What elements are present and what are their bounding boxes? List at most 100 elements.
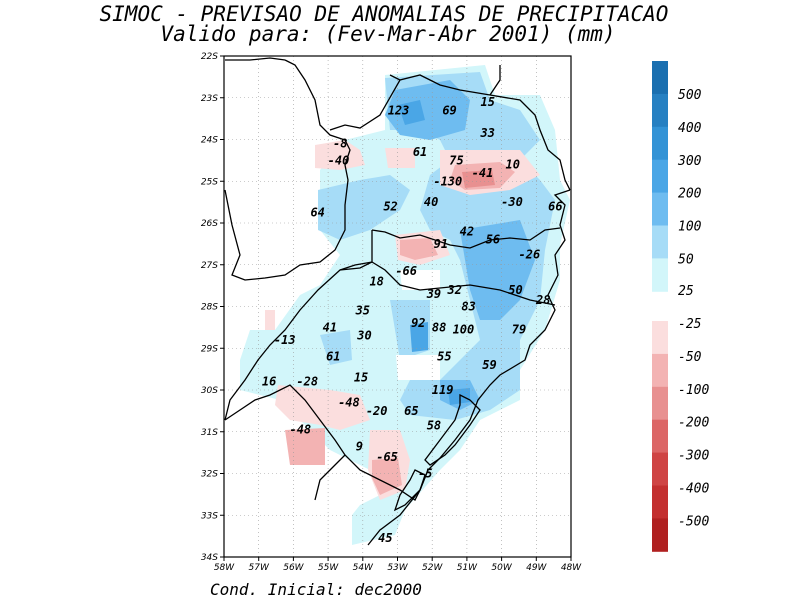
anomaly-value-label: 39 — [426, 287, 441, 301]
border-paraguay — [224, 59, 351, 281]
anomaly-value-label: 88 — [432, 320, 446, 334]
anomaly-value-label: -65 — [376, 450, 398, 464]
shade-negative-25e — [275, 385, 370, 430]
lat-tick-label: 28S — [201, 303, 218, 313]
lat-tick-label: 23S — [201, 94, 218, 104]
colorbar-positive-label: 500 — [678, 88, 702, 103]
colorbar-negative-swatch — [652, 386, 668, 421]
border-sp-mg — [389, 65, 501, 96]
anomaly-value-label: -26 — [519, 247, 541, 261]
anomaly-shading — [240, 65, 570, 545]
anomaly-value-label: 33 — [479, 126, 494, 140]
anomaly-value-label: 40 — [424, 195, 438, 209]
longitude-ticks: 58W 57W 56W 55W 54W 53W 52W 51W 50W 49W 48W — [214, 557, 582, 573]
colorbar-positive-label: 25 — [678, 284, 694, 299]
border-argentina — [224, 230, 373, 421]
anomaly-value-label: 45 — [378, 531, 392, 545]
anomaly-value-label: -66 — [395, 264, 417, 278]
anomaly-value-label: -40 — [328, 153, 350, 167]
anomaly-value-label: 42 — [460, 224, 474, 238]
shade-negative-25b — [385, 148, 415, 168]
anomaly-value-label: 50 — [508, 283, 522, 297]
shade-negative-25a — [315, 140, 365, 170]
colorbar-negative-label: -50 — [678, 350, 702, 365]
colorbar-positive-label: 50 — [678, 253, 694, 268]
anomaly-value-label: 10 — [505, 158, 519, 172]
anomaly-value-label: 15 — [480, 95, 494, 109]
latitude-ticks: 22S 23S 24S 25S 26S 27S 28S 29S 30S 31S 32S 33S 34S — [201, 52, 224, 563]
colorbar-positive-label: 300 — [677, 154, 702, 169]
political-boundaries — [224, 57, 571, 546]
lat-tick-label: 27S — [201, 261, 218, 271]
shade-positive-100 — [385, 80, 470, 140]
colorbar-positive-swatch — [652, 159, 668, 194]
anomaly-value-label: 119 — [432, 383, 454, 397]
anomaly-value-label: 75 — [449, 153, 463, 167]
anomaly-value-label: 15 — [354, 370, 368, 384]
colorbar-positive-swatch — [652, 61, 668, 95]
colorbar-negative-swatch — [652, 419, 668, 454]
anomaly-value-label: 69 — [442, 103, 456, 117]
anomaly-value-label: 100 — [453, 322, 475, 336]
colorbar-positive-swatch — [652, 225, 668, 259]
shade-negative-50d — [372, 458, 402, 495]
anomaly-value-label: 61 — [413, 145, 427, 159]
anomaly-value-label: 18 — [369, 274, 383, 288]
anomaly-value-label: -30 — [501, 195, 523, 209]
value-labels: 123 69 15 33 -8 -40 61 75 10 -41 -130 40 52 64 -30 66 42… — [262, 95, 563, 545]
lon-tick-label: 51W — [457, 563, 478, 573]
anomaly-value-label: 66 — [548, 199, 562, 213]
anomaly-value-label: -13 — [274, 333, 296, 347]
anomaly-value-label: -28 — [296, 375, 318, 389]
title-line-2: Valido para: (Fev-Mar-Abr 2001) (mm) — [160, 22, 616, 46]
shade-negative-50c — [285, 428, 325, 465]
shade-positive-200 — [398, 100, 425, 125]
anomaly-value-label: 59 — [482, 358, 496, 372]
shade-negative-100a — [462, 170, 495, 188]
anomaly-value-label: -5 — [418, 467, 432, 481]
colorbar-negative-label: -25 — [678, 317, 702, 332]
colorbar-negative-swatch — [652, 485, 668, 519]
title-line-1: SIMOC - PREVISAO DE ANOMALIAS DE PRECIPI… — [99, 2, 669, 26]
river-uruguay — [314, 454, 346, 501]
lat-tick-label: 26S — [201, 219, 218, 229]
shade-negative-50b — [400, 238, 438, 260]
state-border-sc-rs — [339, 261, 556, 306]
colorbar-negative-label: -400 — [678, 482, 709, 497]
lat-tick-label: 24S — [201, 136, 218, 146]
lon-tick-label: 49W — [526, 563, 547, 573]
anomaly-value-label: 30 — [356, 329, 371, 343]
lon-tick-label: 54W — [353, 563, 374, 573]
lat-tick-label: 30S — [201, 386, 218, 396]
anomaly-value-label: 56 — [486, 233, 500, 247]
anomaly-value-label: -8 — [333, 137, 347, 151]
anomaly-value-label: 55 — [437, 350, 451, 364]
colorbar: 500 400 300 200 100 50 25 -25 -50 -100 -200 -300 -40… — [652, 61, 709, 552]
colorbar-negative-swatch — [652, 518, 668, 552]
anomaly-value-label: 123 — [388, 103, 410, 117]
colorbar-positive-swatch — [652, 126, 668, 161]
shade-none-a — [396, 355, 440, 380]
anomaly-value-label: 41 — [323, 320, 337, 334]
colorbar-positive-label: 100 — [678, 220, 702, 235]
anomaly-value-label: 79 — [512, 322, 526, 336]
anomaly-value-label: 91 — [434, 237, 448, 251]
anomaly-value-label: 28 — [535, 293, 550, 307]
lat-tick-label: 31S — [201, 428, 218, 438]
lon-tick-label: 57W — [249, 563, 270, 573]
colorbar-negative-label: -500 — [678, 514, 709, 529]
shade-positive-50b — [318, 175, 410, 240]
lon-tick-label: 55W — [318, 563, 339, 573]
colorbar-negative-label: -200 — [678, 416, 709, 431]
border-north — [225, 57, 286, 61]
anomaly-value-label: -48 — [289, 423, 311, 437]
state-border-sp-pr — [329, 74, 571, 191]
lat-tick-label: 25S — [201, 177, 218, 187]
initial-condition-footer: Cond. Inicial: dec2000 — [210, 580, 422, 599]
anomaly-value-label: -20 — [366, 404, 388, 418]
lon-tick-label: 58W — [214, 563, 235, 573]
lon-tick-label: 56W — [283, 563, 304, 573]
anomaly-value-label: 32 — [447, 283, 462, 297]
anomaly-value-label: 35 — [355, 304, 370, 318]
